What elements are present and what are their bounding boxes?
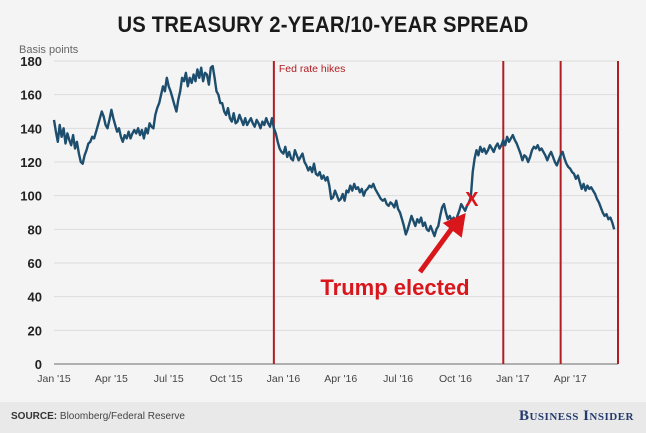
x-tick-label: Jan '15 <box>37 373 71 385</box>
chart-title: US TREASURY 2-YEAR/10-YEAR SPREAD <box>117 12 529 37</box>
source-note: SOURCE: Bloomberg/Federal Reserve <box>11 411 185 422</box>
x-tick-label: Jul '15 <box>154 373 184 385</box>
x-tick-label: Jan '17 <box>496 373 530 385</box>
trump-elected-label: Trump elected <box>320 275 469 300</box>
line-chart: Basis points 0 20 40 60 80 100 120 140 160 180 Ja… <box>19 44 619 385</box>
y-tick-label: 40 <box>28 290 42 305</box>
arrow-head <box>442 213 466 238</box>
x-tick-label: Apr '17 <box>554 373 587 385</box>
y-tick-label: 160 <box>20 88 42 103</box>
x-tick-label: Oct '16 <box>439 373 472 385</box>
y-tick-labels: 0 20 40 60 80 100 120 140 160 180 <box>20 54 42 372</box>
business-insider-logo: Business Insider <box>518 408 634 424</box>
y-axis-label: Basis points <box>19 44 79 56</box>
arrow-shaft <box>417 221 458 274</box>
gridlines <box>54 60 618 365</box>
y-tick-label: 100 <box>20 189 42 204</box>
y-tick-label: 20 <box>28 323 42 338</box>
x-tick-label: Apr '15 <box>95 373 128 385</box>
annotations: X Trump elected <box>320 189 479 300</box>
election-x-marker: X <box>465 189 479 211</box>
source-label: SOURCE: <box>11 411 58 422</box>
y-tick-label: 140 <box>20 121 42 136</box>
x-tick-labels: Jan '15 Apr '15 Jul '15 Oct '15 Jan '16 Apr '… <box>37 373 587 385</box>
y-tick-label: 120 <box>20 155 42 170</box>
x-tick-label: Jan '16 <box>267 373 301 385</box>
source-text: Bloomberg/Federal Reserve <box>59 411 185 422</box>
footer: SOURCE: Bloomberg/Federal Reserve Busine… <box>0 402 646 433</box>
fed-rate-hikes-label: Fed rate hikes <box>279 63 346 75</box>
y-tick-label: 0 <box>35 357 42 372</box>
x-tick-label: Oct '15 <box>210 373 243 385</box>
y-tick-label: 80 <box>28 222 42 237</box>
y-tick-label: 180 <box>20 54 42 69</box>
y-tick-label: 60 <box>28 256 42 271</box>
series-group <box>52 64 616 238</box>
spread-line <box>52 64 616 238</box>
x-tick-label: Apr '16 <box>324 373 357 385</box>
x-tick-label: Jul '16 <box>383 373 413 385</box>
fed-rate-hike-lines: Fed rate hikes <box>272 61 619 364</box>
